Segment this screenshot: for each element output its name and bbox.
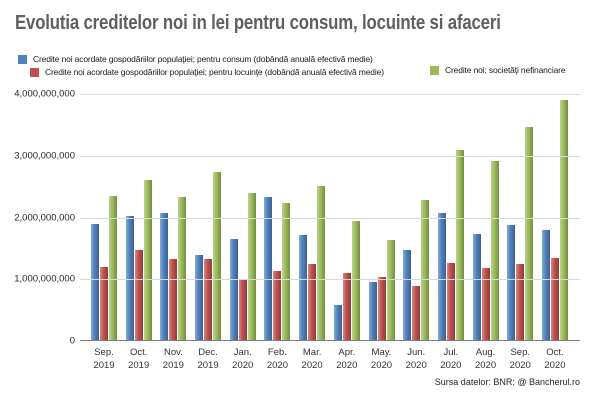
- x-axis-category-label: Apr. 2020: [336, 347, 358, 371]
- bar-group: Aug. 2020: [472, 94, 499, 371]
- bar-series-2-oct-2020: [559, 100, 568, 341]
- bar-series-1-mar-2020: [308, 264, 317, 341]
- bar-series-2-feb-2020: [282, 203, 291, 341]
- y-axis-tick-label: 1,000,000,000: [14, 273, 75, 285]
- bar-group: Jan. 2020: [229, 94, 256, 371]
- legend-label-locuinte: Credite noi acordate gospodăriilor popul…: [45, 67, 384, 77]
- bar-group: Mar. 2020: [299, 94, 326, 371]
- bar-series-0-nov-2019: [160, 213, 169, 341]
- source-note: Sursa datelor: BNR; @ Bancherul.ro: [434, 377, 580, 387]
- bar-group: Feb. 2020: [264, 94, 291, 371]
- bar-groups: Sep. 2019 Oct. 2019 Nov. 2019 Dec. 2019 Jan. 2020…: [80, 94, 580, 371]
- bar-series-0-apr-2020: [333, 305, 342, 341]
- y-axis-tick-label: 2,000,000,000: [14, 212, 75, 224]
- legend-swatch-consum: [18, 54, 27, 64]
- x-axis-category-label: Dec. 2019: [197, 347, 219, 371]
- bar-series-0-may-2020: [368, 282, 377, 341]
- bar-series-0-mar-2020: [299, 235, 308, 341]
- bar-series-1-sep-2019: [100, 267, 108, 341]
- plot-area: Sep. 2019 Oct. 2019 Nov. 2019 Dec. 2019 Jan. 2020…: [80, 94, 580, 371]
- bar-series-2-sep-2019: [109, 196, 117, 341]
- bar-series-1-feb-2020: [273, 271, 282, 341]
- bar-series-0-jan-2020: [229, 239, 238, 341]
- bar-series-2-jul-2020: [455, 150, 464, 341]
- y-axis-tick-label: 0: [69, 335, 75, 347]
- bar-series-0-feb-2020: [264, 197, 273, 341]
- bar-series-2-apr-2020: [351, 221, 360, 341]
- bar-group: Jul. 2020: [437, 94, 464, 371]
- x-axis-category-label: May. 2020: [370, 347, 393, 371]
- bar-series-1-dec-2019: [204, 259, 213, 341]
- bar-series-0-aug-2020: [472, 234, 481, 341]
- bar-group: Dec. 2019: [195, 94, 222, 371]
- legend-item-consum: Credite noi acordate gospodăriilor popul…: [18, 54, 373, 64]
- x-axis-line: [80, 340, 580, 341]
- legend-swatch-locuinte: [30, 67, 39, 77]
- bar-series-1-apr-2020: [342, 273, 351, 341]
- x-axis-category-label: Jun. 2020: [405, 347, 427, 371]
- bar-series-2-jan-2020: [247, 193, 256, 341]
- bar-group: Oct. 2020: [541, 94, 568, 371]
- bar-chart: 4,000,000,000 3,000,000,000 2,000,000,000 1…: [0, 89, 600, 371]
- bar-series-2-sep-2020: [525, 127, 534, 341]
- bar-series-1-oct-2019: [134, 250, 143, 341]
- x-axis-category-label: Mar. 2020: [301, 347, 323, 371]
- bar-series-1-jan-2020: [238, 279, 247, 341]
- bar-series-0-sep-2020: [507, 225, 516, 341]
- bar-series-2-may-2020: [386, 240, 395, 341]
- bar-series-1-may-2020: [377, 277, 386, 341]
- page-title: Evolutia creditelor noi in lei pentru co…: [15, 12, 501, 34]
- bar-series-1-jun-2020: [412, 286, 421, 341]
- bar-series-1-jul-2020: [446, 263, 455, 341]
- gridline: [80, 94, 580, 95]
- y-axis: 4,000,000,000 3,000,000,000 2,000,000,000 1…: [0, 89, 75, 347]
- bar-series-0-jul-2020: [437, 213, 446, 341]
- bar-series-0-sep-2019: [91, 224, 99, 341]
- bar-series-0-dec-2019: [195, 255, 204, 341]
- legend-label-consum: Credite noi acordate gospodăriilor popul…: [33, 54, 373, 64]
- bar-series-1-aug-2020: [481, 268, 490, 341]
- x-axis-category-label: Oct. 2020: [544, 347, 566, 371]
- bar-series-2-nov-2019: [178, 197, 187, 341]
- x-axis-category-label: Sep. 2019: [93, 347, 115, 371]
- bar-group: Oct. 2019: [125, 94, 152, 371]
- bar-series-0-oct-2019: [125, 216, 134, 341]
- gridline: [80, 218, 580, 219]
- legend-swatch-nefinanciare: [430, 65, 439, 75]
- bar-series-2-mar-2020: [317, 186, 326, 341]
- x-axis-category-label: Nov. 2019: [162, 347, 184, 371]
- x-axis-category-label: Jul. 2020: [440, 347, 462, 371]
- legend-label-nefinanciare: Credite noi; societăţi nefinanciare: [445, 65, 566, 75]
- bar-series-1-sep-2020: [516, 264, 525, 341]
- gridline: [80, 156, 580, 157]
- bar-series-2-jun-2020: [421, 200, 430, 341]
- x-axis-category-label: Oct. 2019: [128, 347, 150, 371]
- y-axis-tick-label: 3,000,000,000: [14, 150, 75, 162]
- bar-group: Jun. 2020: [403, 94, 430, 371]
- bar-group: Apr. 2020: [333, 94, 360, 371]
- legend-item-nefinanciare: Credite noi; societăţi nefinanciare: [430, 65, 566, 75]
- gridline: [80, 279, 580, 280]
- bar-series-2-aug-2020: [490, 161, 499, 341]
- x-axis-category-label: Aug. 2020: [474, 347, 497, 371]
- bar-series-0-oct-2020: [541, 230, 550, 341]
- bar-series-2-oct-2019: [143, 180, 152, 341]
- x-axis-category-label: Sep. 2020: [509, 347, 531, 371]
- bar-series-0-jun-2020: [403, 250, 412, 341]
- x-axis-category-label: Jan. 2020: [232, 347, 254, 371]
- legend-item-locuinte: Credite noi acordate gospodăriilor popul…: [30, 67, 384, 77]
- bar-group: Nov. 2019: [160, 94, 187, 371]
- y-axis-tick-label: 4,000,000,000: [14, 88, 75, 100]
- bar-series-1-oct-2020: [550, 258, 559, 341]
- bar-group: May. 2020: [368, 94, 395, 371]
- bar-series-2-dec-2019: [213, 172, 222, 341]
- x-axis-category-label: Feb. 2020: [266, 347, 288, 371]
- bar-group: Sep. 2020: [507, 94, 534, 371]
- bar-series-1-nov-2019: [169, 259, 178, 341]
- bar-group: Sep. 2019: [91, 94, 117, 371]
